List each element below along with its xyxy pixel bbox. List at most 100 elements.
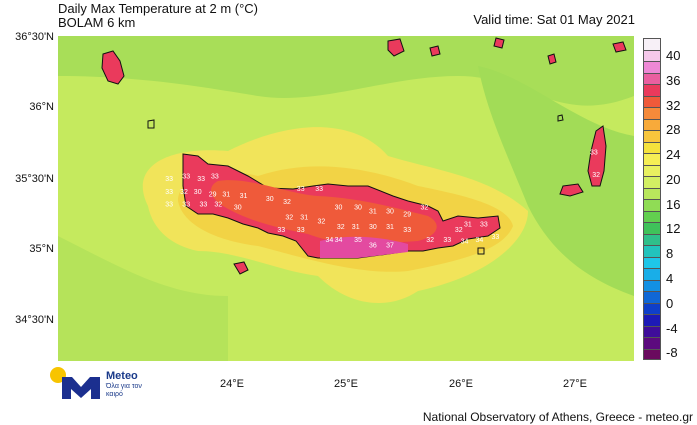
legend-swatch bbox=[643, 337, 661, 349]
legend-label: 8 bbox=[666, 246, 674, 262]
temp-label-2: 33 bbox=[197, 176, 205, 183]
temp-label-37: 36 bbox=[369, 243, 377, 250]
temp-label-9: 31 bbox=[240, 193, 248, 200]
temp-label-47: 34 bbox=[326, 237, 334, 244]
green-zone-southwest bbox=[58, 236, 228, 361]
logo-tagline: Όλα για τον καιρό bbox=[106, 383, 142, 398]
legend-swatch bbox=[643, 118, 661, 130]
temp-label-33: 31 bbox=[386, 224, 394, 231]
temp-label-11: 33 bbox=[182, 202, 190, 209]
temp-label-42: 31 bbox=[464, 221, 472, 228]
temp-label-26: 29 bbox=[403, 212, 411, 219]
legend-swatch bbox=[643, 107, 661, 119]
legend-label: -4 bbox=[666, 320, 678, 336]
legend-label: 4 bbox=[666, 270, 674, 286]
legend-swatch bbox=[643, 187, 661, 199]
crete-south-hot bbox=[320, 236, 408, 258]
title-line-1: Daily Max Temperature at 2 m (°C) bbox=[58, 1, 259, 16]
legend-swatch bbox=[643, 314, 661, 326]
temp-label-29: 33 bbox=[297, 227, 305, 234]
islet-east-1 bbox=[557, 114, 564, 122]
legend-label: 16 bbox=[666, 196, 681, 212]
kasos-island bbox=[559, 183, 584, 197]
legend-swatch bbox=[643, 279, 661, 291]
legend-swatch bbox=[643, 245, 661, 257]
temp-label-22: 30 bbox=[335, 204, 343, 211]
legend-swatch bbox=[643, 199, 661, 211]
legend-swatch bbox=[643, 84, 661, 96]
temp-label-5: 32 bbox=[180, 189, 188, 196]
temp-label-48: 33 bbox=[590, 149, 598, 156]
legend-label: 24 bbox=[666, 147, 681, 163]
karpathos-island bbox=[587, 125, 607, 187]
legend-label: 0 bbox=[666, 295, 674, 311]
temp-label-38: 37 bbox=[386, 243, 394, 250]
temp-label-31: 31 bbox=[352, 224, 360, 231]
legend-swatch bbox=[643, 176, 661, 188]
color-legend bbox=[643, 38, 661, 360]
legend-swatch bbox=[643, 38, 661, 50]
temp-label-10: 33 bbox=[165, 202, 173, 209]
lat-label-35-30n: 35°30'N bbox=[15, 173, 54, 185]
temp-label-4: 33 bbox=[165, 189, 173, 196]
temp-label-28: 33 bbox=[277, 227, 285, 234]
temp-label-32: 30 bbox=[369, 224, 377, 231]
lat-label-36n: 36°N bbox=[29, 101, 54, 113]
legend-swatch bbox=[643, 348, 661, 360]
lon-label-25e: 25°E bbox=[334, 378, 358, 390]
cyclades-island-1 bbox=[387, 38, 405, 57]
temp-label-49: 32 bbox=[592, 172, 600, 179]
temp-label-36: 35 bbox=[354, 237, 362, 244]
legend-swatch bbox=[643, 141, 661, 153]
legend-label: 36 bbox=[666, 72, 681, 88]
legend-swatch bbox=[643, 72, 661, 84]
legend-label: 40 bbox=[666, 48, 681, 63]
temp-label-14: 30 bbox=[234, 204, 242, 211]
lon-label-24e: 24°E bbox=[220, 378, 244, 390]
legend-swatch bbox=[643, 291, 661, 303]
legend-label: -8 bbox=[666, 345, 678, 361]
legend-swatch bbox=[643, 256, 661, 268]
temp-label-40: 33 bbox=[443, 237, 451, 244]
temp-label-30: 32 bbox=[337, 224, 345, 231]
logo-m-icon bbox=[62, 377, 100, 399]
temp-label-19: 32 bbox=[285, 214, 293, 221]
lat-label-35n: 35°N bbox=[29, 243, 54, 255]
temp-label-0: 33 bbox=[165, 176, 173, 183]
temp-label-7: 29 bbox=[209, 192, 217, 199]
lon-label-26e: 26°E bbox=[449, 378, 473, 390]
temp-label-24: 31 bbox=[369, 209, 377, 216]
cyclades-island-6 bbox=[147, 119, 155, 129]
temp-label-21: 32 bbox=[318, 219, 326, 226]
temp-label-44: 34 bbox=[461, 238, 469, 245]
valid-time: Valid time: Sat 01 May 2021 bbox=[473, 12, 635, 27]
legend-swatch bbox=[643, 164, 661, 176]
map-title: Daily Max Temperature at 2 m (°C) BOLAM … bbox=[58, 2, 258, 30]
lat-label-36-30n: 36°30'N bbox=[15, 31, 54, 43]
temp-label-39: 32 bbox=[426, 237, 434, 244]
legend-swatch bbox=[643, 222, 661, 234]
temp-label-45: 34 bbox=[476, 237, 484, 244]
gavdos-island bbox=[233, 261, 249, 275]
legend-swatch bbox=[643, 268, 661, 280]
legend-swatch bbox=[643, 233, 661, 245]
temp-label-8: 31 bbox=[222, 192, 230, 199]
legend-label: 12 bbox=[666, 221, 681, 237]
cyclades-island-3 bbox=[493, 37, 505, 49]
lon-label-27e: 27°E bbox=[563, 378, 587, 390]
temp-label-43: 33 bbox=[480, 221, 488, 228]
legend-swatch bbox=[643, 153, 661, 165]
green-zone-east bbox=[478, 66, 634, 296]
cyclades-island-4 bbox=[547, 53, 557, 65]
green-zone-north bbox=[58, 36, 634, 106]
legend-swatch bbox=[643, 95, 661, 107]
logo-wordmark: Meteo bbox=[106, 370, 138, 382]
legend-swatch bbox=[643, 325, 661, 337]
temp-label-16: 32 bbox=[283, 199, 291, 206]
legend-swatch bbox=[643, 302, 661, 314]
temp-label-27: 32 bbox=[421, 204, 429, 211]
legend-label: 20 bbox=[666, 171, 681, 187]
legend-label: 32 bbox=[666, 97, 681, 113]
footer-credit: National Observatory of Athens, Greece -… bbox=[422, 410, 693, 424]
